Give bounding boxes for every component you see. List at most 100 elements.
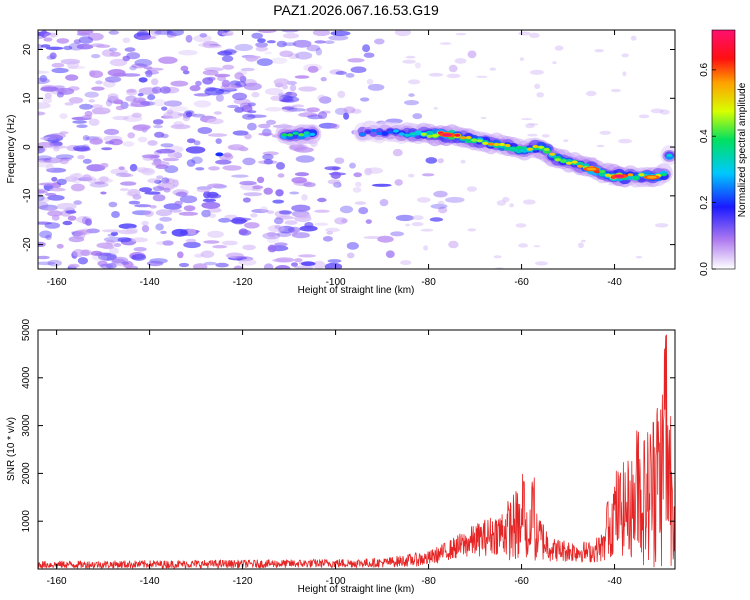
y-tick-label: 4000 — [21, 366, 32, 389]
heatmap-cell — [496, 200, 506, 206]
x-tick-label: -100 — [326, 277, 346, 288]
heatmap-cell — [119, 188, 130, 192]
heatmap-cell — [659, 109, 670, 115]
colorbar-tick-label: 0.2 — [699, 195, 710, 209]
heatmap-cell — [349, 162, 356, 169]
heatmap-cell — [315, 47, 323, 56]
heatmap-cell — [563, 139, 569, 143]
heatmap-cell — [586, 167, 597, 171]
heatmap-cell — [162, 240, 174, 246]
heatmap-cell — [276, 162, 285, 170]
heatmap-cell — [49, 187, 66, 192]
heatmap-cell — [125, 191, 141, 197]
heatmap-cell — [162, 157, 179, 162]
heatmap-cell — [155, 164, 169, 169]
heatmap-cell — [320, 77, 327, 82]
heatmap-cell — [312, 260, 326, 269]
heatmap-cell — [519, 57, 525, 61]
heatmap-cell — [291, 232, 310, 239]
heatmap-cell — [325, 227, 340, 233]
heatmap-cell — [374, 38, 385, 45]
heatmap-cell — [88, 118, 100, 126]
heatmap-cell — [48, 206, 55, 212]
heatmap-cell — [621, 53, 629, 58]
heatmap-cell — [155, 148, 176, 154]
heatmap-cell — [281, 106, 295, 110]
heatmap-cell — [314, 209, 330, 213]
heatmap-cell — [346, 242, 359, 250]
heatmap-cell — [161, 177, 170, 184]
heatmap-cell — [487, 142, 494, 146]
heatmap-cell — [126, 52, 141, 60]
heatmap-cell — [627, 173, 634, 177]
heatmap-cell — [554, 45, 564, 51]
heatmap-cell — [654, 223, 669, 228]
heatmap-cell — [258, 132, 274, 136]
heatmap-cell — [292, 131, 299, 135]
heatmap-cell — [195, 80, 202, 86]
heatmap-cell — [244, 222, 260, 229]
heatmap-cell — [38, 145, 47, 153]
heatmap-cell — [466, 186, 477, 192]
heatmap-cell — [168, 32, 177, 38]
heatmap-cell — [326, 231, 334, 235]
heatmap-cell — [571, 160, 578, 164]
heatmap-cell — [319, 96, 332, 104]
heatmap-cell — [222, 240, 238, 246]
heatmap-cell — [65, 210, 77, 214]
heatmap-cell — [332, 180, 340, 188]
heatmap-cell — [177, 251, 184, 259]
heatmap-cell — [67, 65, 86, 70]
heatmap-cell — [242, 197, 251, 203]
heatmap-cell — [150, 30, 162, 36]
heatmap-cell — [515, 145, 522, 150]
heatmap-cell — [91, 254, 108, 261]
heatmap-cell — [425, 157, 438, 164]
heatmap-cell — [84, 110, 93, 117]
heatmap-cell — [133, 97, 146, 103]
heatmap-cell — [212, 245, 228, 249]
heatmap-cell — [324, 40, 335, 44]
heatmap-cell — [251, 91, 260, 98]
heatmap-cell — [352, 187, 362, 193]
heatmap-cell — [183, 205, 196, 212]
heatmap-cell — [395, 214, 414, 222]
heatmap-cell — [289, 191, 300, 195]
heatmap-cell — [196, 188, 211, 193]
heatmap-cell — [117, 237, 132, 243]
heatmap-cell — [566, 161, 572, 165]
heatmap-cell — [425, 130, 434, 136]
heatmap-cell — [554, 158, 561, 162]
heatmap-cell — [59, 113, 68, 119]
heatmap-cell — [173, 121, 185, 128]
colorbar-ticks: 0.0 0.2 0.4 0.6 — [699, 62, 716, 276]
heatmap-cell — [421, 173, 435, 177]
heatmap-cell — [242, 244, 256, 251]
heatmap-cell — [298, 133, 305, 137]
heatmap-cell — [510, 147, 517, 151]
heatmap-cell — [179, 195, 198, 204]
heatmap-cell — [84, 91, 99, 98]
heatmap-cell — [416, 197, 431, 203]
heatmap-cell — [365, 219, 372, 225]
heatmap-cell — [476, 75, 488, 78]
heatmap-cell — [317, 197, 327, 203]
heatmap-cell — [238, 258, 257, 266]
heatmap-cell — [199, 33, 208, 38]
heatmap-cell — [43, 37, 53, 42]
heatmap-cell — [437, 158, 444, 164]
heatmap-cell — [204, 87, 225, 96]
heatmap-cell — [393, 129, 399, 133]
colorbar-tick-label: 0.0 — [699, 262, 710, 276]
heatmap-cell — [264, 88, 284, 96]
heatmap-cell — [47, 210, 63, 217]
heatmap-cell — [581, 239, 586, 243]
heatmap-cell — [125, 227, 138, 234]
heatmap-cell — [476, 139, 483, 143]
heatmap-cell — [532, 144, 539, 149]
heatmap-cell — [72, 249, 85, 257]
heatmap-cell — [68, 97, 84, 104]
heatmap-cell — [270, 57, 288, 64]
heatmap-cell — [178, 49, 198, 56]
heatmap-cell — [272, 199, 285, 204]
